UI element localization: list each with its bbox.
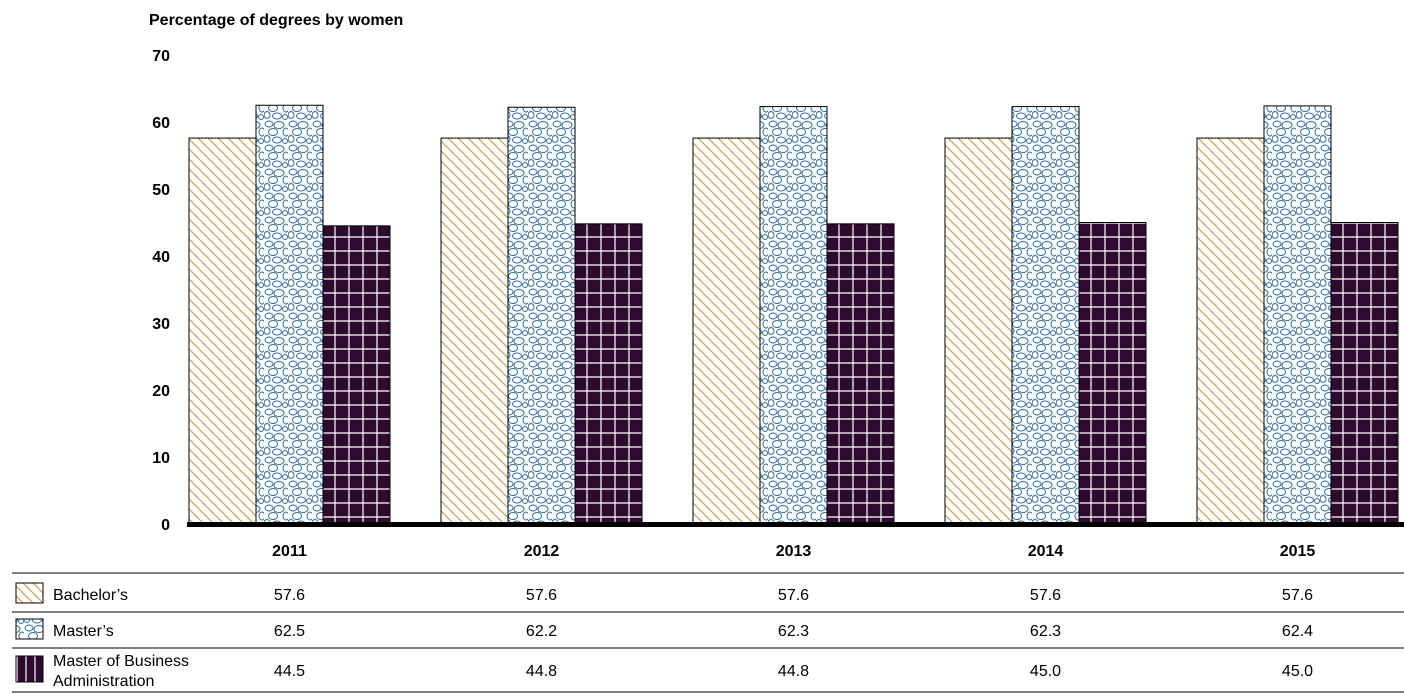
y-tick-label: 10 bbox=[152, 450, 170, 467]
y-tick-label: 60 bbox=[152, 115, 170, 132]
y-tick-label: 0 bbox=[161, 517, 170, 534]
table-cell: 62.2 bbox=[526, 623, 557, 640]
bar bbox=[1330, 222, 1399, 525]
table-row-label: Master’s bbox=[53, 623, 114, 640]
bar bbox=[826, 223, 895, 525]
table-cell: 45.0 bbox=[1030, 663, 1061, 680]
x-category-label: 2015 bbox=[1280, 543, 1316, 560]
table-row-label: Administration bbox=[53, 673, 154, 690]
table-cell: 44.8 bbox=[778, 663, 809, 680]
bar bbox=[574, 223, 643, 525]
bar bbox=[322, 225, 391, 525]
y-tick-label: 20 bbox=[152, 383, 170, 400]
bar bbox=[1263, 105, 1332, 525]
x-category-label: 2014 bbox=[1028, 543, 1064, 560]
bar bbox=[507, 106, 576, 525]
bar bbox=[1011, 106, 1080, 525]
table-cell: 57.6 bbox=[1282, 587, 1313, 604]
table-cell: 57.6 bbox=[1030, 587, 1061, 604]
legend-swatch bbox=[15, 655, 44, 683]
table-row-label: Bachelor’s bbox=[53, 587, 128, 604]
bar bbox=[188, 137, 257, 525]
y-tick-label: 30 bbox=[152, 316, 170, 333]
x-category-label: 2012 bbox=[524, 543, 560, 560]
x-category-label: 2011 bbox=[272, 543, 307, 560]
table-cell: 57.6 bbox=[778, 587, 809, 604]
table-cell: 44.5 bbox=[274, 663, 305, 680]
y-axis-title: Percentage of degrees by women bbox=[149, 12, 403, 29]
y-tick-label: 70 bbox=[152, 48, 170, 65]
table-cell: 57.6 bbox=[274, 587, 305, 604]
table-cell: 62.3 bbox=[1030, 623, 1061, 640]
bar bbox=[692, 137, 761, 525]
table-cell: 62.5 bbox=[274, 623, 305, 640]
x-category-label: 2013 bbox=[776, 543, 812, 560]
bar bbox=[944, 137, 1013, 525]
bar bbox=[759, 106, 828, 525]
y-tick-label: 50 bbox=[152, 182, 170, 199]
table-cell: 62.4 bbox=[1282, 623, 1313, 640]
y-tick-label: 40 bbox=[152, 249, 170, 266]
table-cell: 57.6 bbox=[526, 587, 557, 604]
bar bbox=[255, 104, 324, 525]
bar bbox=[1196, 137, 1265, 525]
table-cell: 44.8 bbox=[526, 663, 557, 680]
legend-swatch bbox=[15, 582, 44, 604]
bar bbox=[1078, 222, 1147, 525]
table-row-label: Master of Business bbox=[53, 653, 189, 670]
table-cell: 45.0 bbox=[1282, 663, 1313, 680]
table-cell: 62.3 bbox=[778, 623, 809, 640]
bar bbox=[440, 137, 509, 525]
legend-swatch bbox=[15, 618, 44, 640]
